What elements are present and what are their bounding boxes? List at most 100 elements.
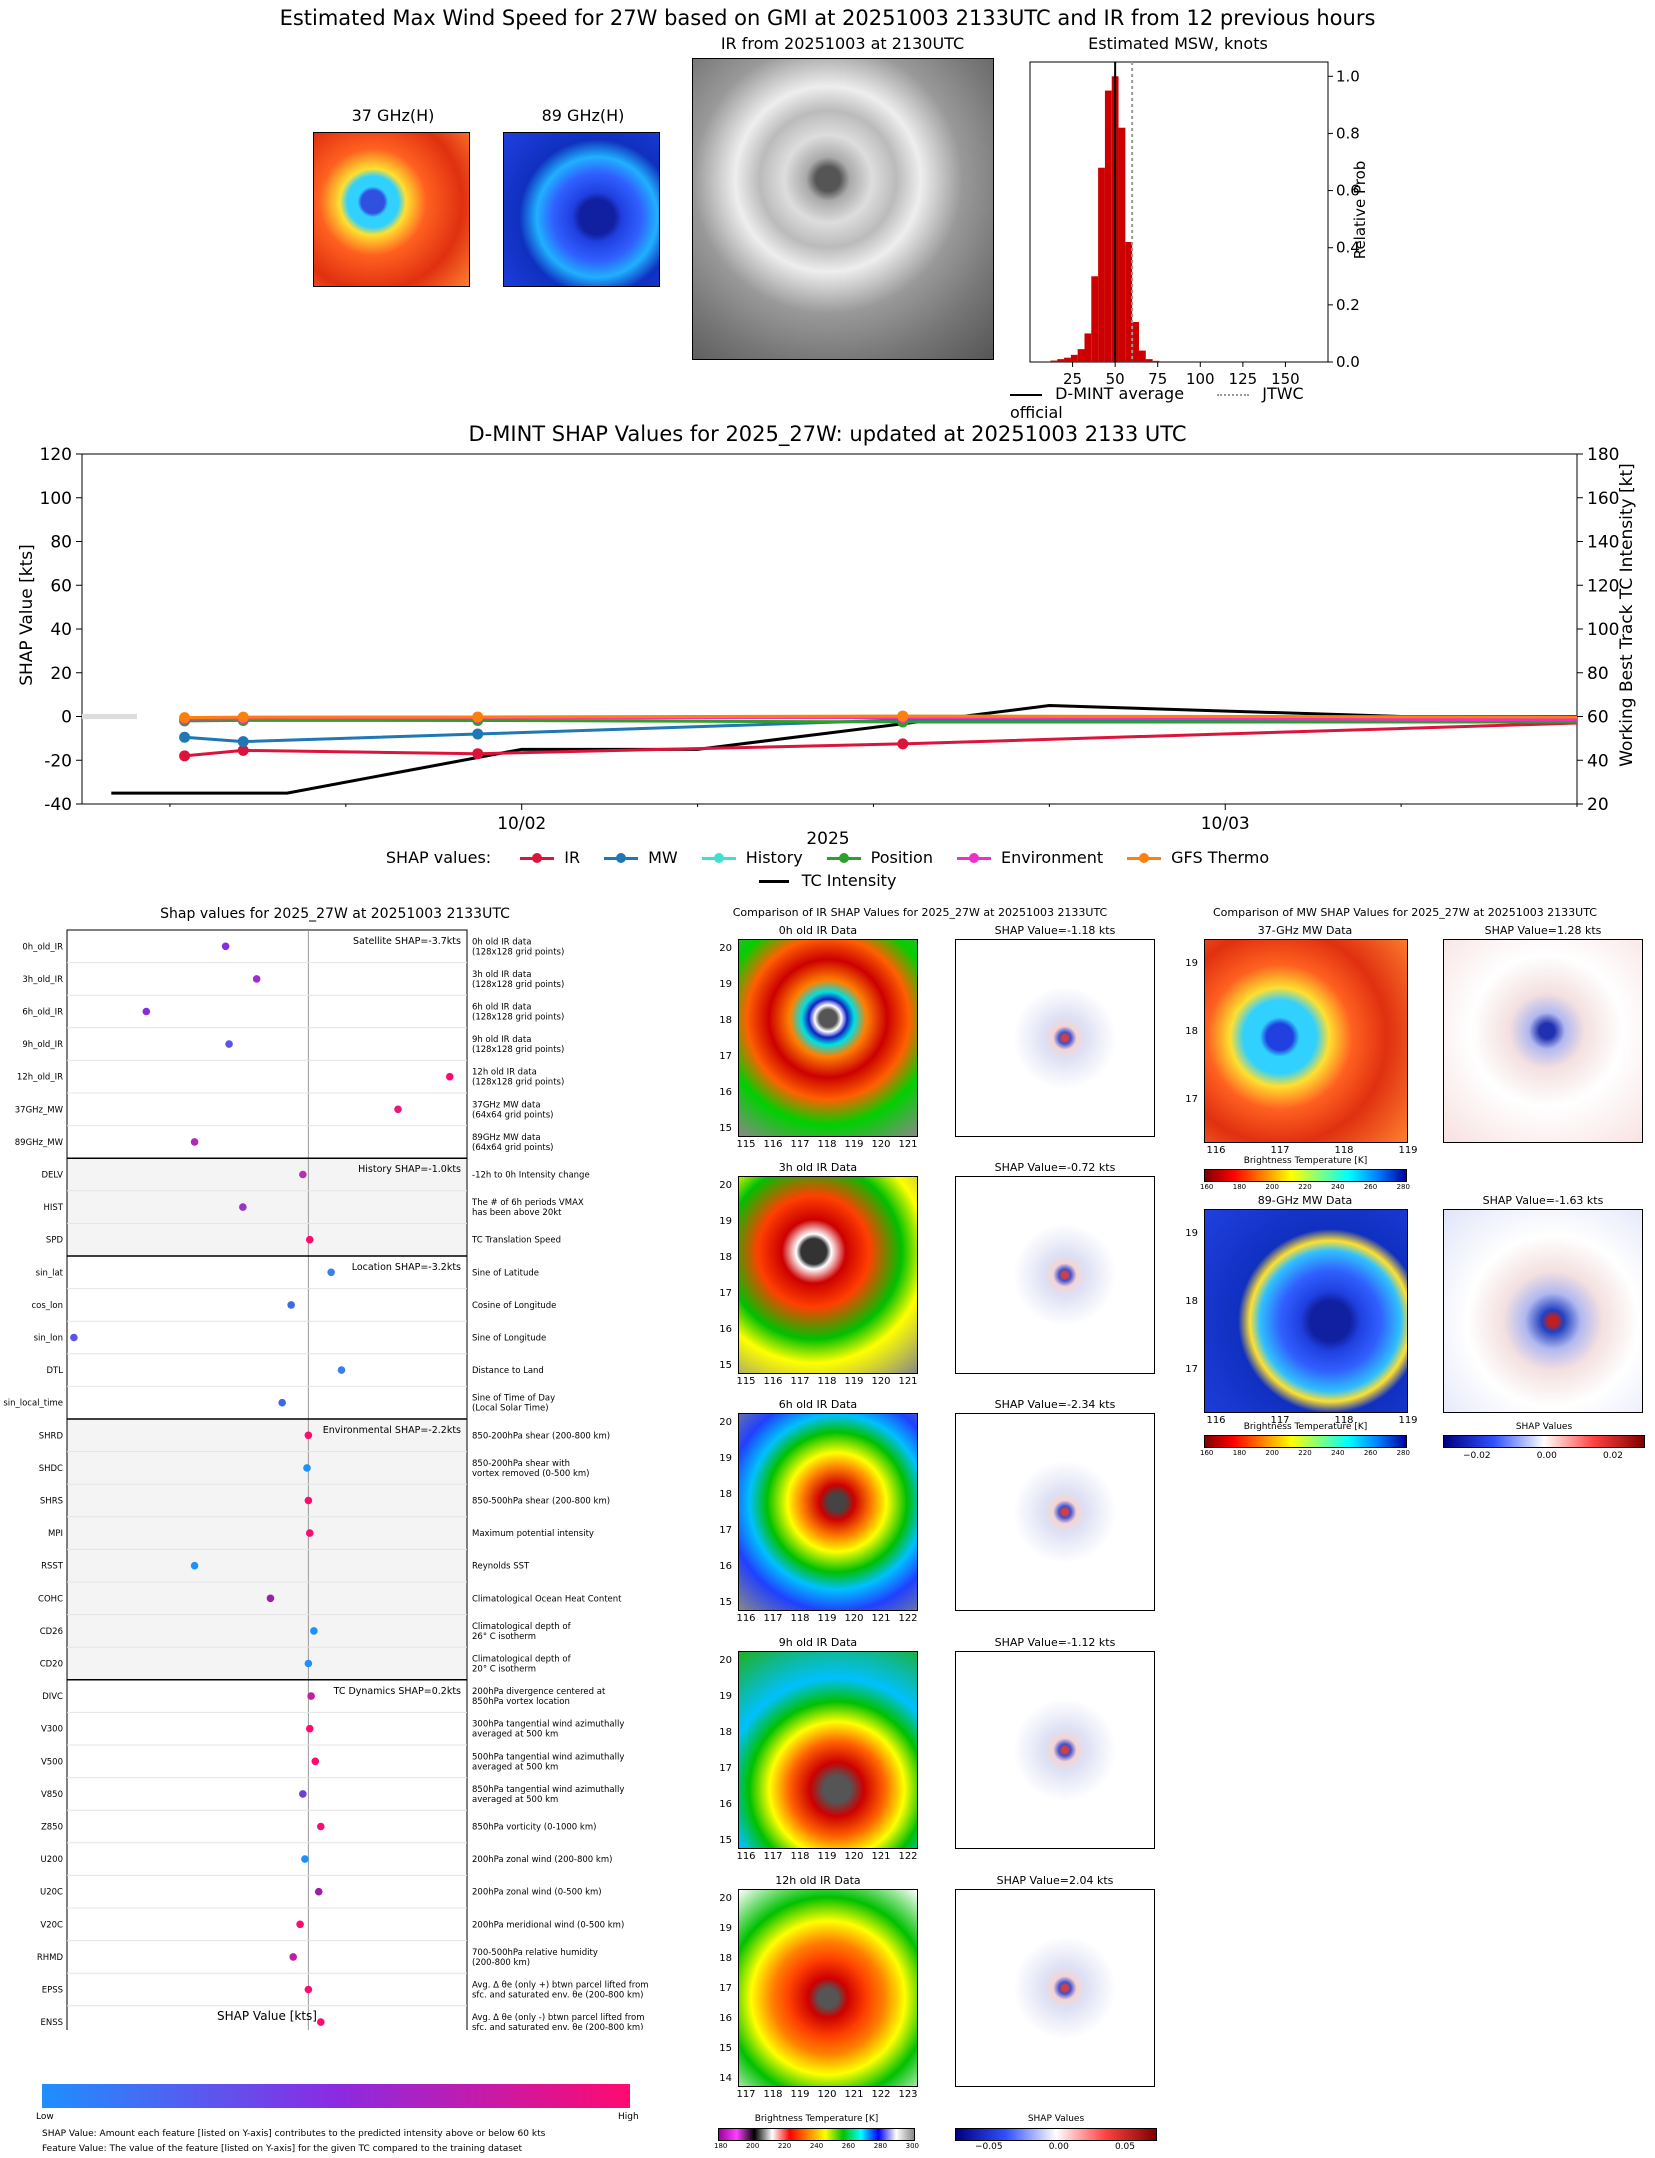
feature-point (301, 1855, 309, 1863)
ir-row-xtick: 118 (817, 1376, 837, 1387)
note-shap-value: SHAP Value: Amount each feature [listed … (42, 2129, 546, 2139)
ir-row-xtick: 118 (763, 2089, 783, 2100)
shap-tick: 0.02 (1602, 1451, 1623, 1461)
series-point (179, 750, 191, 762)
feature-description: The # of 6h periods VMAX (471, 1198, 584, 1208)
ir-row-ytick: 19 (719, 1923, 732, 1934)
ir-row-xtick: 119 (844, 1376, 864, 1387)
ts-xtick-label: 10/02 (497, 814, 546, 834)
ir-row-xtick: 115 (736, 1139, 756, 1150)
dmint-legend-line (1010, 393, 1042, 396)
mw-row-image (1204, 1209, 1408, 1413)
feature-description: 26° C isotherm (472, 1632, 536, 1642)
feature-description: Sine of Time of Day (472, 1394, 555, 1404)
ir-row-xtick: 119 (817, 1851, 837, 1862)
feature-name: cos_lon (31, 1301, 63, 1311)
legend-item: GFS Thermo (1127, 848, 1269, 867)
mw-shap-colorbar-label: SHAP Values (1515, 1422, 1573, 1432)
feature-point (310, 1627, 318, 1635)
ir-row-xtick: 121 (844, 2089, 864, 2100)
series-point (897, 710, 909, 722)
feature-xlabel: SHAP Value [kts] (217, 2009, 317, 2023)
ir-row-ytick: 17 (719, 1763, 732, 1774)
feature-name: EPSS (42, 1986, 63, 1996)
hist-bar (1084, 333, 1092, 362)
mw-bt-colorbar-2-label: Brightness Temperature [K] (1243, 1422, 1368, 1432)
shap-ts-title: D-MINT SHAP Values for 2025_27W: updated… (468, 422, 1187, 446)
mw-row-label: 89-GHz MW Data (1257, 1194, 1353, 1207)
hist-xtick-label: 100 (1186, 370, 1215, 388)
group-label: History SHAP=-1.0kts (358, 1164, 461, 1175)
ir-row-shap-map (955, 1651, 1155, 1849)
ir-row-label: 3h old IR Data (778, 1161, 858, 1174)
feature-description: sfc. and saturated env. θe (200-800 km) (472, 2023, 644, 2030)
ir-row-ytick: 20 (719, 1893, 732, 1904)
hist-ytick-label: 0.8 (1336, 124, 1360, 142)
feature-value-colorbar (42, 2084, 630, 2108)
heatmap-37ghz (313, 132, 470, 287)
ir-row-xtick: 115 (736, 1376, 756, 1387)
zero-band (82, 713, 137, 720)
ts-ytick-left-label: 100 (40, 489, 72, 509)
feature-point (190, 1561, 199, 1570)
feature-name: Z850 (41, 1823, 63, 1833)
hist-ytick-label: 0.6 (1336, 182, 1360, 200)
ir-row-xtick: 116 (736, 1851, 756, 1862)
ir-shap-colorbar (955, 2128, 1157, 2141)
feature-description: (128x128 grid points) (472, 1045, 564, 1055)
ir-row-xtick: 119 (790, 2089, 810, 2100)
ir-row-xtick: 121 (898, 1139, 918, 1150)
hist-xtick-label: 125 (1229, 370, 1258, 388)
feature-point (304, 1496, 313, 1505)
ir-row-shap-map (955, 939, 1155, 1137)
feature-name: CD26 (40, 1627, 63, 1637)
feature-name: 12h_old_IR (17, 1073, 63, 1083)
feature-name: SHRS (40, 1497, 63, 1507)
ts-ytick-right-label: 140 (1587, 533, 1619, 553)
bt-tick: 200 (745, 2142, 760, 2150)
ir-row-ytick: 15 (719, 1360, 732, 1371)
feature-description: 200hPa zonal wind (200-800 km) (472, 1855, 612, 1865)
legend-marker (520, 853, 555, 863)
feature-name: SHRD (39, 1431, 64, 1441)
hist-bar (1125, 242, 1133, 362)
ir-row-ytick: 18 (719, 1252, 732, 1263)
ir-row-shap-title: SHAP Value=-1.12 kts (994, 1636, 1116, 1649)
shap-tick: 0.05 (1114, 2142, 1135, 2152)
ir-row-xtick: 117 (790, 1139, 810, 1150)
ir-row-ytick: 15 (719, 2043, 732, 2054)
ir-bt-colorbar-label: Brightness Temperature [K] (754, 2114, 879, 2124)
feature-description: Cosine of Longitude (472, 1301, 556, 1311)
feature-description: averaged at 500 km (472, 1762, 558, 1772)
feature-description: 850hPa tangential wind azimuthally (472, 1785, 624, 1795)
ts-ytick-left-label: 60 (50, 576, 72, 596)
series-point (472, 748, 484, 760)
feature-description: Sine of Latitude (472, 1268, 539, 1278)
feature-description: 700-500hPa relative humidity (472, 1948, 598, 1958)
ir-row-ytick: 18 (719, 1953, 732, 1964)
feature-description: Maximum potential intensity (472, 1529, 594, 1539)
dmint-legend-label: D-MINT average (1055, 384, 1185, 403)
feature-description: 300hPa tangential wind azimuthally (472, 1720, 624, 1730)
mw-row-ytick: 19 (1185, 1228, 1198, 1239)
hist-xtick-label: 150 (1271, 370, 1300, 388)
mw-row-xtick: 118 (1334, 1415, 1354, 1426)
feature-point (305, 1529, 314, 1537)
ir-row-ytick: 19 (719, 1691, 732, 1702)
ir-row-xtick: 118 (790, 1613, 810, 1624)
feature-name: DELV (41, 1171, 63, 1181)
mw-row-xtick: 117 (1270, 1415, 1290, 1426)
feature-description: (Local Solar Time) (472, 1404, 549, 1414)
ir-row-xtick: 118 (790, 1851, 810, 1862)
series-line-gfs-thermo (184, 714, 1578, 720)
ir-row-ytick: 20 (719, 1180, 732, 1191)
hist-ytick-label: 0.4 (1336, 239, 1360, 257)
mw-row-shap-title: SHAP Value=1.28 kts (1484, 924, 1602, 937)
feature-point (289, 1953, 298, 1961)
ir-row-image (738, 939, 918, 1137)
hist-xtick-label: 25 (1063, 370, 1082, 388)
feature-name: 0h_old_IR (22, 942, 63, 952)
mw-row-ytick: 18 (1185, 1026, 1198, 1037)
hist-legend: D-MINT average JTWC official (1010, 384, 1350, 422)
series-point (179, 712, 191, 724)
